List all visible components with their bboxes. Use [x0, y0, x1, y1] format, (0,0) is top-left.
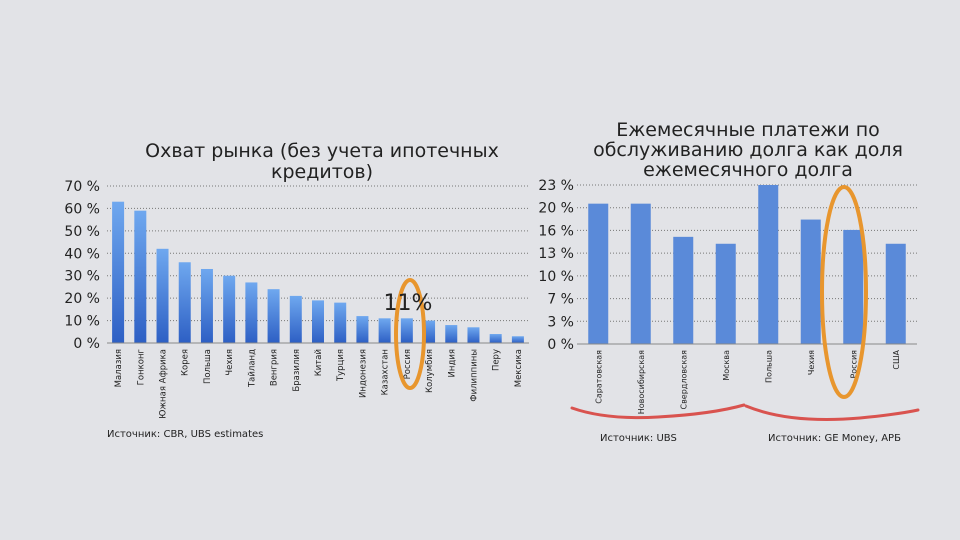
- left-source: Источник: CBR, UBS estimates: [107, 429, 263, 440]
- left-x-axis: Малазия Гонконг Южная Африка Корея Польша Чех…: [114, 348, 524, 418]
- left-chart: Охват рынка (без учета ипотечных кредито…: [64, 140, 529, 440]
- left-x-tick-label: Колумбия: [425, 349, 435, 393]
- right-bar: [673, 236, 694, 344]
- left-chart-title-line-2: кредитов): [271, 161, 373, 183]
- left-bar: [178, 262, 191, 343]
- left-bar: [134, 210, 147, 343]
- left-x-tick-label: Казахстан: [381, 349, 391, 395]
- left-y-tick-label: 50 %: [64, 224, 100, 240]
- right-bars: [588, 185, 906, 344]
- left-bar: [245, 282, 258, 343]
- right-y-tick-label: 0 %: [547, 337, 574, 353]
- left-bar: [423, 320, 436, 343]
- left-x-tick-label: Венгрия: [270, 349, 280, 386]
- left-bar: [112, 201, 125, 343]
- left-bar: [445, 325, 458, 343]
- left-x-tick-label: Индия: [447, 349, 457, 377]
- right-bar: [715, 243, 736, 344]
- left-y-tick-label: 60 %: [64, 201, 100, 217]
- left-annotation: 11%: [384, 291, 433, 316]
- left-chart-title-line-1: Охват рынка (без учета ипотечных: [145, 140, 499, 162]
- right-x-axis: Саратовская Новосибирская Свердловская Моск…: [594, 349, 901, 414]
- left-bar: [378, 318, 391, 343]
- right-source-1: Источник: UBS: [600, 433, 677, 444]
- right-x-tick-label: США: [892, 349, 901, 369]
- left-bar: [356, 316, 369, 343]
- right-y-tick-label: 20 %: [538, 201, 574, 217]
- right-x-tick-label: Новосибирская: [637, 350, 646, 414]
- brace-right-group: [744, 404, 920, 421]
- left-bar: [467, 327, 480, 343]
- right-chart-title-line-2: обслуживанию долга как доля: [593, 139, 903, 161]
- right-y-axis: 0 % 3 % 7 % 10 % 13 % 16 % 20 % 23 %: [538, 178, 574, 353]
- russia-highlight-ring-left: [394, 278, 426, 390]
- right-source-2: Источник: GE Money, АРБ: [768, 433, 901, 444]
- left-x-tick-label: Россия: [403, 349, 413, 379]
- right-x-tick-label: Польша: [764, 350, 773, 383]
- left-x-tick-label: Китай: [314, 349, 324, 376]
- right-y-tick-label: 3 %: [547, 314, 574, 330]
- left-bar: [334, 302, 347, 343]
- left-x-tick-label: Индонезия: [358, 349, 368, 398]
- right-y-tick-label: 7 %: [547, 292, 574, 308]
- right-bar: [758, 185, 779, 344]
- left-y-tick-label: 70 %: [64, 179, 100, 195]
- left-bar: [489, 334, 502, 343]
- left-x-tick-label: Турция: [336, 349, 346, 382]
- left-y-tick-label: 0 %: [73, 336, 100, 352]
- left-bar: [400, 318, 413, 343]
- left-x-tick-label: Мексика: [514, 349, 524, 387]
- left-y-tick-label: 40 %: [64, 246, 100, 262]
- left-bar: [223, 275, 236, 343]
- left-y-axis: 0 % 10 % 20 % 30 % 40 % 50 % 60 % 70 %: [64, 179, 100, 352]
- right-bar: [588, 203, 609, 344]
- left-x-tick-label: Гонконг: [136, 348, 146, 385]
- right-chart-title-line-3: ежемесячного долга: [643, 159, 853, 181]
- left-x-tick-label: Филиппины: [469, 349, 479, 402]
- right-y-tick-label: 10 %: [538, 269, 574, 285]
- right-x-tick-label: Россия: [849, 350, 858, 379]
- right-bar: [843, 229, 864, 344]
- right-x-tick-label: Саратовская: [594, 350, 603, 404]
- right-y-tick-label: 13 %: [538, 246, 574, 262]
- left-bar: [511, 336, 524, 343]
- left-bar: [200, 268, 213, 343]
- left-bar: [289, 295, 302, 343]
- left-x-tick-label: Польша: [203, 349, 213, 384]
- left-x-tick-label: Перу: [492, 349, 502, 371]
- left-x-tick-label: Корея: [181, 349, 191, 376]
- right-x-tick-label: Москва: [722, 350, 731, 381]
- left-y-tick-label: 10 %: [64, 314, 100, 330]
- left-y-tick-label: 20 %: [64, 291, 100, 307]
- right-x-tick-label: Чехия: [807, 350, 816, 375]
- right-bar: [885, 243, 906, 344]
- right-bar: [630, 203, 651, 344]
- right-x-tick-label: Свердловская: [679, 350, 688, 410]
- left-x-tick-label: Бразилия: [292, 349, 302, 392]
- left-gridlines: [107, 185, 529, 322]
- right-y-tick-label: 16 %: [538, 223, 574, 239]
- right-y-tick-label: 23 %: [538, 178, 574, 194]
- right-bar: [800, 219, 821, 344]
- left-x-tick-label: Чехия: [225, 349, 235, 376]
- left-bar: [267, 289, 280, 343]
- left-bar: [156, 248, 169, 343]
- left-bars: [112, 201, 524, 343]
- left-x-tick-label: Южная Африка: [159, 349, 169, 419]
- right-chart-title-line-1: Ежемесячные платежи по: [616, 119, 880, 141]
- left-x-tick-label: Малазия: [114, 349, 124, 387]
- russia-highlight-ring-right: [820, 185, 868, 399]
- left-x-tick-label: Тайланд: [247, 349, 257, 388]
- left-y-tick-label: 30 %: [64, 269, 100, 285]
- right-chart: Ежемесячные платежи по обслуживанию долг…: [538, 119, 920, 444]
- left-bar: [312, 300, 324, 343]
- brace-left-group: [570, 403, 746, 420]
